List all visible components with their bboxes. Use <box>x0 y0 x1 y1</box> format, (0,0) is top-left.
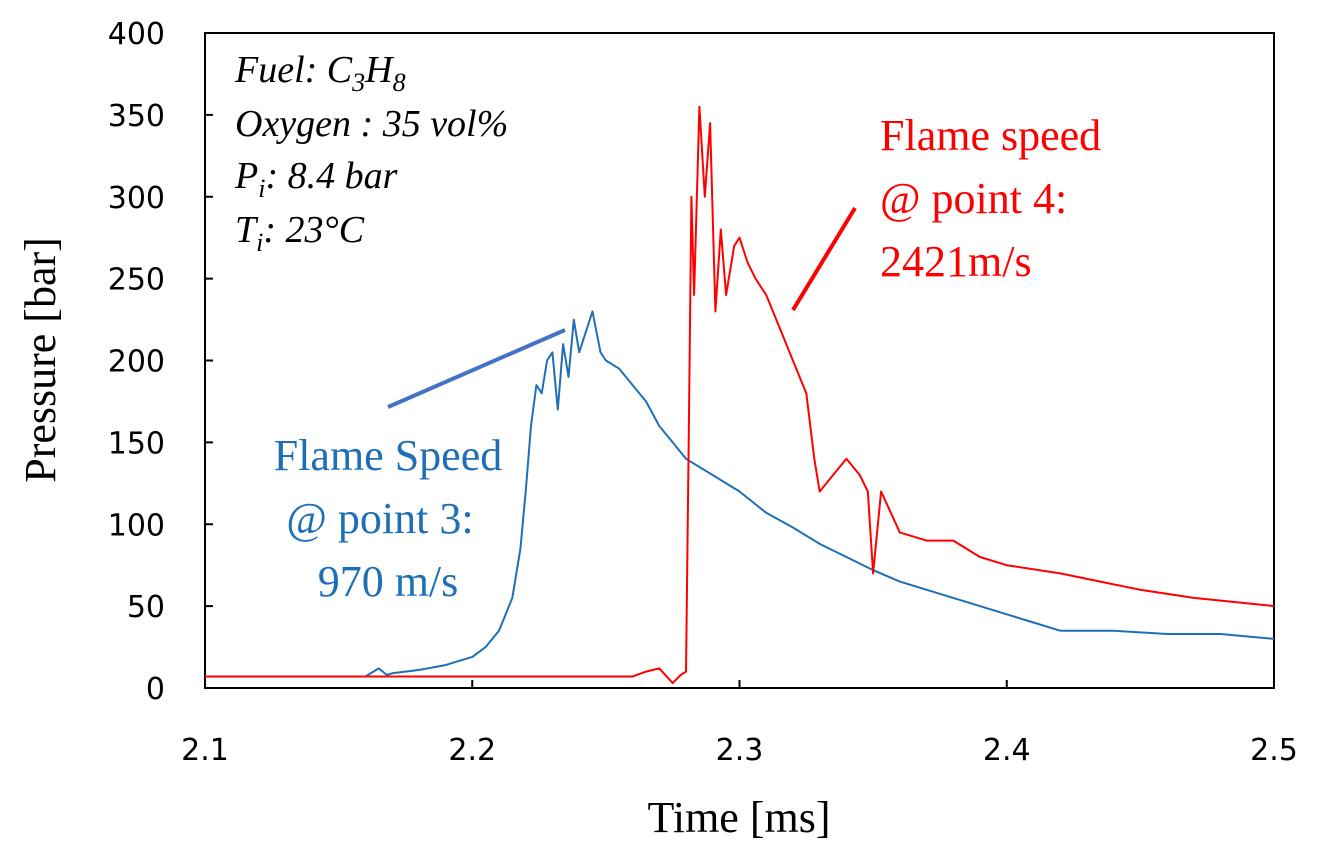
x-tick-label: 2.4 <box>983 733 1031 768</box>
oxygen-condition: Oxygen : 35 vol% <box>235 103 508 145</box>
x-tick-label: 2.1 <box>181 733 229 768</box>
series-line-2 <box>205 105 1275 685</box>
y-axis-label: Pressure [bar] <box>16 237 65 483</box>
y-tick-label: 100 <box>108 508 165 543</box>
pressure-condition: Pi: 8.4 bar <box>234 155 398 203</box>
fuel-h: H <box>364 49 395 91</box>
red-annotation-leader <box>791 206 857 312</box>
series-layer <box>205 105 1275 685</box>
t-sub: i <box>256 228 263 257</box>
t-var: T <box>235 209 259 251</box>
temperature-condition: Ti: 23°C <box>235 209 365 257</box>
y-tick-label: 300 <box>108 181 165 216</box>
t-rest: : 23°C <box>263 209 364 251</box>
y-tick-label: 250 <box>108 263 165 298</box>
fuel-c-sub: 3 <box>351 68 365 97</box>
y-tick-label: 200 <box>108 345 165 380</box>
y-tick-label: 0 <box>146 672 165 707</box>
y-tick-label: 150 <box>108 426 165 461</box>
blue-annotation-leader <box>387 328 566 409</box>
x-tick-label: 2.2 <box>448 733 496 768</box>
conditions-box: Fuel: C3H8 Oxygen : 35 vol% Pi: 8.4 bar … <box>234 49 508 257</box>
x-axis-label: Time [ms] <box>648 793 831 842</box>
x-tick-label: 2.3 <box>716 733 764 768</box>
fuel-prefix: Fuel: <box>234 49 327 91</box>
series-line-1 <box>205 310 1275 678</box>
fuel-condition: Fuel: C3H8 <box>234 49 406 97</box>
x-axis-ticks: 2.1 2.2 2.3 2.4 2.5 <box>181 680 1298 768</box>
y-tick-label: 350 <box>108 99 165 134</box>
p-rest: : 8.4 bar <box>265 155 397 197</box>
blue-annotation-line-1: Flame Speed <box>274 431 503 480</box>
red-annotation-line-2: @ point 4: <box>880 174 1067 223</box>
fuel-h-sub: 8 <box>393 68 406 97</box>
y-tick-label: 400 <box>108 17 165 52</box>
blue-annotation-line-2: @ point 3: <box>286 494 473 543</box>
red-annotation-line-1: Flame speed <box>880 111 1101 160</box>
p-var: P <box>234 155 258 197</box>
x-tick-label: 2.5 <box>1250 733 1298 768</box>
fuel-c: C <box>327 49 353 91</box>
y-axis-ticks: 0 50 100 150 200 250 300 350 400 <box>108 17 213 707</box>
blue-annotation-line-3: 970 m/s <box>318 557 459 606</box>
y-tick-label: 50 <box>127 590 165 625</box>
p-sub: i <box>258 174 265 203</box>
red-annotation-line-3: 2421m/s <box>880 237 1032 286</box>
